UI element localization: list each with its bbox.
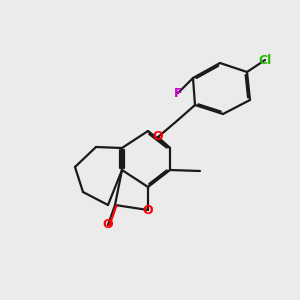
Text: O: O (103, 218, 113, 232)
Text: O: O (153, 130, 163, 143)
Text: O: O (143, 203, 153, 217)
Text: F: F (174, 86, 182, 100)
Text: Cl: Cl (258, 53, 272, 67)
